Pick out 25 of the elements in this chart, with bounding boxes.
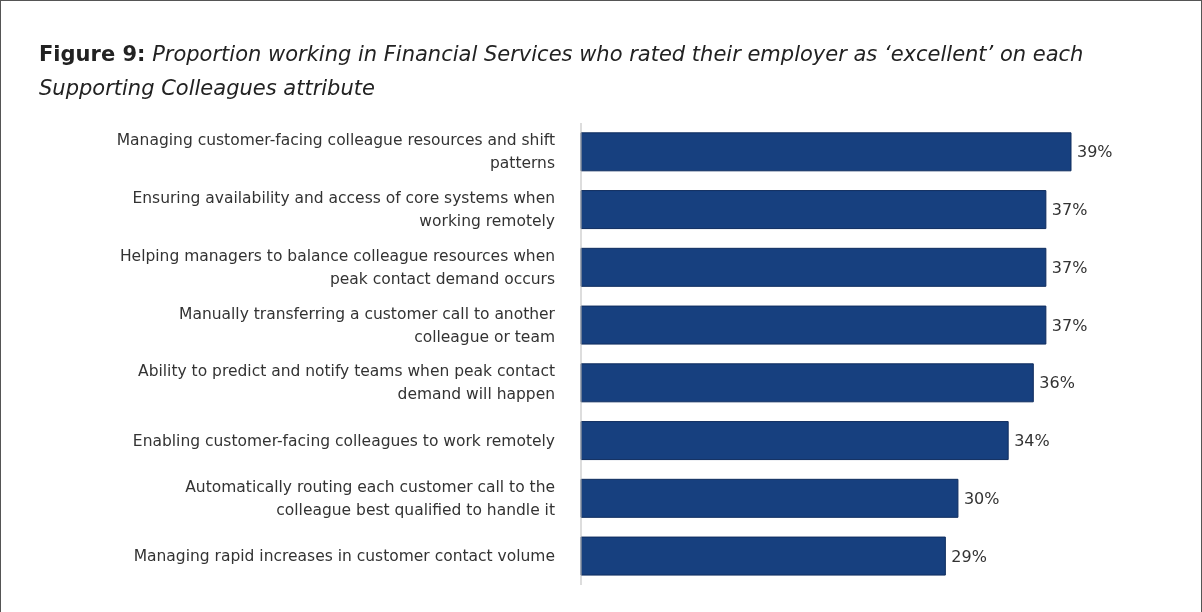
bar — [580, 190, 1047, 230]
y-tick-label: Helping managers to balance colleague resources when peak contact demand occurs — [119, 246, 555, 288]
data-label: 30% — [963, 488, 1000, 508]
data-label: 37% — [1051, 315, 1088, 335]
bar — [580, 421, 1009, 461]
data-label: 29% — [951, 546, 987, 566]
bar — [580, 247, 1047, 287]
bar — [580, 132, 1072, 172]
y-tick-label: Automatically routing each customer call to the colleague best qualified to handle it — [185, 477, 555, 519]
y-tick-label: Manually transferring a customer call to another colleague or team — [179, 304, 556, 346]
data-label: 39% — [1077, 142, 1113, 162]
data-label: 34% — [1014, 431, 1050, 451]
y-tick-label: Enabling customer-facing colleagues to work remotely — [132, 431, 555, 450]
y-tick-label: Ensuring availability and access of core systems when working remotely — [132, 189, 555, 231]
bar — [580, 478, 959, 518]
y-tick-label: Managing rapid increases in customer contact volume — [133, 547, 555, 566]
data-label: 37% — [1051, 257, 1088, 277]
data-label: 36% — [1039, 373, 1075, 393]
data-label: 37% — [1051, 200, 1088, 220]
y-tick-label: Managing customer-facing colleague resources and shift patterns — [116, 131, 555, 173]
chart-title: Figure 9: Proportion working in Financial Services who rated their employer as ‘excellent’ on each Supporting Colleagues attribute — [39, 42, 1084, 100]
bar — [580, 363, 1034, 403]
y-tick-label: Ability to predict and notify teams when peak contact demand will happen — [138, 362, 555, 404]
bar — [580, 536, 946, 576]
bar — [580, 305, 1047, 345]
